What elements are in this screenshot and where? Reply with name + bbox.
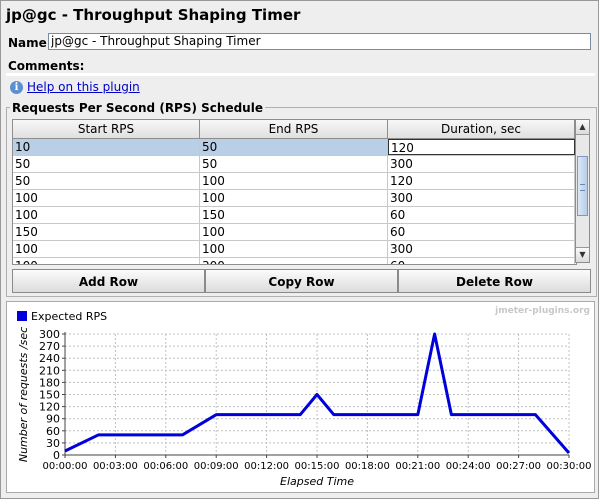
- table-cell[interactable]: 120: [388, 173, 575, 189]
- x-axis-label: Elapsed Time: [280, 475, 354, 488]
- table-cell[interactable]: 50: [200, 156, 388, 172]
- x-tick-label: 00:00:00: [43, 461, 88, 472]
- panel-title: jp@gc - Throughput Shaping Timer: [6, 6, 301, 24]
- legend-swatch: [17, 311, 27, 321]
- schedule-group: [6, 107, 597, 297]
- scroll-down-icon[interactable]: ▼: [576, 247, 589, 262]
- schedule-title: Requests Per Second (RPS) Schedule: [10, 101, 265, 115]
- table-cell[interactable]: 300: [388, 156, 575, 172]
- y-tick-label: 90: [46, 413, 60, 426]
- table-cell[interactable]: 100: [200, 224, 388, 240]
- scroll-up-icon[interactable]: ▲: [576, 120, 589, 135]
- help-link[interactable]: Help on this plugin: [27, 80, 140, 94]
- column-header-end-rps[interactable]: End RPS: [200, 120, 388, 138]
- table-row[interactable]: 50 50 300: [13, 156, 576, 173]
- table-cell[interactable]: 100: [200, 241, 388, 257]
- table-row[interactable]: 10030060: [13, 258, 576, 264]
- delete-row-button[interactable]: Delete Row: [398, 269, 591, 293]
- legend-label: Expected RPS: [31, 310, 107, 323]
- x-tick-label: 00:06:00: [143, 461, 188, 472]
- table-cell[interactable]: 150: [200, 207, 388, 223]
- comments-field[interactable]: [6, 73, 595, 76]
- table-cell[interactable]: 100: [13, 190, 200, 206]
- y-tick-label: 270: [39, 340, 60, 353]
- table-row[interactable]: 100 150 60: [13, 207, 576, 224]
- y-tick-label: 240: [39, 352, 60, 365]
- y-axis-label: Number of requests /sec: [17, 327, 30, 462]
- help-row: i Help on this plugin: [10, 80, 140, 94]
- table-cell[interactable]: 10: [13, 139, 200, 155]
- table-cell[interactable]: 100: [13, 207, 200, 223]
- x-tick-label: 00:21:00: [395, 461, 440, 472]
- table-cell[interactable]: 50: [13, 156, 200, 172]
- table-cell[interactable]: 50: [13, 173, 200, 189]
- table-cell[interactable]: 300: [388, 190, 575, 206]
- table-cell[interactable]: 100: [13, 258, 200, 264]
- table-body: 10 50 120 50 50 300 50 100 120 100 100 300 100 150 60 1…: [13, 139, 576, 264]
- x-tick-label: 00:18:00: [345, 461, 390, 472]
- y-tick-label: 0: [53, 449, 60, 462]
- table-cell[interactable]: 60: [388, 224, 575, 240]
- table-cell[interactable]: 150: [13, 224, 200, 240]
- x-tick-label: 00:27:00: [496, 461, 541, 472]
- table-cell[interactable]: 100: [200, 173, 388, 189]
- column-header-duration[interactable]: Duration, sec: [388, 120, 575, 138]
- x-tick-label: 00:24:00: [446, 461, 491, 472]
- series-line-expected-rps: [64, 332, 571, 454]
- y-tick-label: 120: [39, 401, 60, 414]
- scroll-thumb[interactable]: [577, 156, 588, 216]
- y-tick-label: 180: [39, 376, 60, 389]
- expected-rps-chart: jmeter-plugins.org Expected RPS 0306090120…: [17, 306, 592, 488]
- name-input[interactable]: [48, 33, 591, 50]
- x-tick-label: 00:15:00: [295, 461, 340, 472]
- chart-panel: jmeter-plugins.org Expected RPS 0 30 60 90 120…: [6, 301, 595, 493]
- table-cell[interactable]: 300: [388, 241, 575, 257]
- info-icon: i: [10, 80, 23, 94]
- y-tick-label: 300: [39, 328, 60, 341]
- y-tick-label: 30: [46, 437, 60, 450]
- table-scrollbar[interactable]: ▲ ▼: [575, 119, 590, 263]
- x-tick-label: 00:03:00: [93, 461, 138, 472]
- x-tick-label: 00:30:00: [547, 461, 592, 472]
- column-header-start-rps[interactable]: Start RPS: [13, 120, 200, 138]
- table-cell[interactable]: 50: [200, 139, 388, 155]
- x-tick-label: 00:09:00: [194, 461, 239, 472]
- add-row-button[interactable]: Add Row: [12, 269, 205, 293]
- table-row[interactable]: 100 100 300: [13, 241, 576, 258]
- table-row[interactable]: 150 100 60: [13, 224, 576, 241]
- table-row[interactable]: 50 100 120: [13, 173, 576, 190]
- table-cell[interactable]: 60: [388, 258, 575, 264]
- copy-row-button[interactable]: Copy Row: [205, 269, 398, 293]
- table-cell[interactable]: 60: [388, 207, 575, 223]
- x-tick-label: 00:12:00: [244, 461, 289, 472]
- chart-watermark: jmeter-plugins.org: [494, 306, 590, 316]
- table-row[interactable]: 100 100 300: [13, 190, 576, 207]
- y-tick-label: 60: [46, 425, 60, 438]
- table-row[interactable]: 10 50 120: [13, 139, 576, 156]
- table-cell[interactable]: 300: [200, 258, 388, 264]
- y-tick-label: 150: [39, 389, 60, 402]
- name-label: Name:: [8, 36, 52, 50]
- y-tick-label: 210: [39, 364, 60, 377]
- table-header: Start RPS End RPS Duration, sec: [13, 120, 576, 139]
- table-cell[interactable]: 100: [200, 190, 388, 206]
- schedule-table: Start RPS End RPS Duration, sec 10 50 120 5…: [12, 119, 577, 265]
- table-cell[interactable]: 120: [388, 139, 575, 155]
- comments-label: Comments:: [8, 59, 85, 73]
- table-cell[interactable]: 100: [13, 241, 200, 257]
